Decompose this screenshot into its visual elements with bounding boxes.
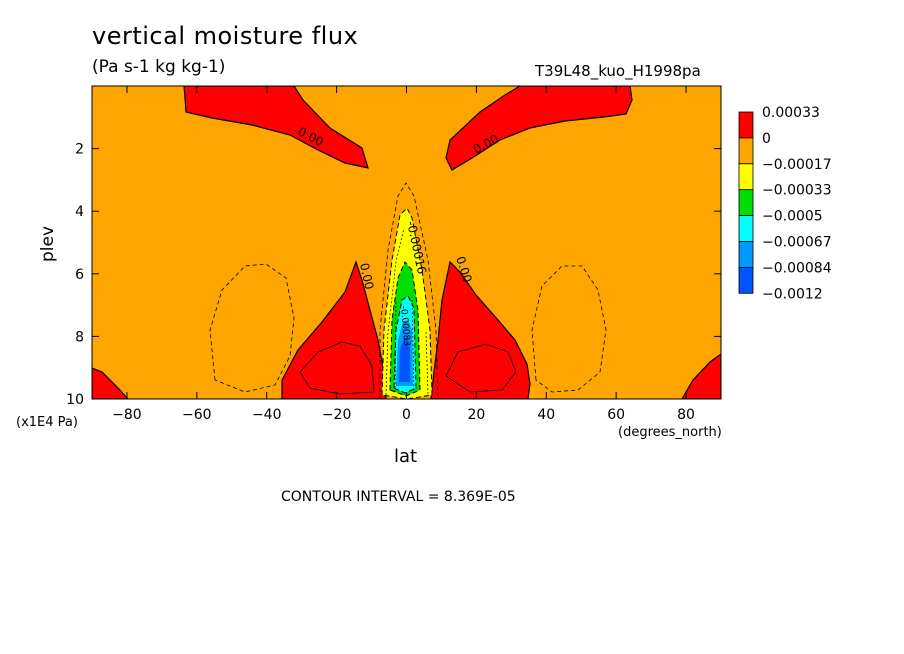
- colorbar-label: 0.00033: [762, 105, 820, 121]
- contour-label: -0.00083: [398, 305, 411, 346]
- contour-label: 0.00: [357, 262, 376, 291]
- y-tick-label: 10: [66, 392, 84, 408]
- colorbar-label: −0.00017: [762, 157, 832, 173]
- chart-title: vertical moisture flux: [92, 22, 359, 50]
- inner-contour-left: [299, 341, 375, 395]
- colorbar-swatch: [738, 163, 754, 191]
- y-axis-units: (x1E4 Pa): [16, 415, 78, 430]
- red-region-lower-right: [430, 260, 531, 399]
- run-name: T39L48_kuo_H1998pa: [535, 62, 701, 80]
- y-axis-ticks: 2 4 6 8 10: [66, 142, 721, 408]
- colorbar-label: −0.00067: [762, 235, 832, 251]
- x-tick-label: −80: [112, 407, 142, 423]
- colorbar-swatch: [738, 189, 754, 216]
- colorbar-swatch: [738, 266, 754, 294]
- chart-units: (Pa s-1 kg kg-1): [92, 57, 226, 77]
- plot-area: [92, 86, 721, 399]
- y-tick-label: 8: [75, 329, 84, 345]
- x-tick-label: 80: [677, 407, 695, 423]
- red-region-upper-right: [445, 86, 633, 171]
- colorbar-swatch: [738, 137, 754, 165]
- y-tick-label: 2: [75, 142, 84, 158]
- inner-contour-right: [445, 343, 517, 393]
- colorbar-label: −0.0005: [762, 209, 823, 225]
- red-region-lower-far-right: [681, 353, 721, 399]
- colorbar-label: −0.00084: [762, 260, 832, 276]
- x-axis-label: lat: [394, 446, 418, 467]
- x-axis-units: (degrees_north): [618, 425, 722, 440]
- colorbar-label: 0: [762, 131, 771, 147]
- x-tick-label: −40: [252, 407, 282, 423]
- x-tick-label: −20: [322, 407, 352, 423]
- red-region-upper-left: [183, 86, 369, 169]
- dashed-contour-plume-outer: [379, 182, 439, 399]
- dashed-contour-right: [531, 265, 607, 393]
- colorbar-swatch: [738, 111, 754, 139]
- y-tick-label: 6: [75, 267, 84, 283]
- dashed-contour-left: [209, 263, 295, 393]
- colorbar-swatch: [738, 241, 754, 268]
- red-region-lower-far-left: [92, 367, 129, 399]
- x-tick-label: 40: [537, 407, 555, 423]
- colorbar-label: −0.00033: [762, 183, 832, 199]
- contour-interval: CONTOUR INTERVAL = 8.369E-05: [281, 489, 516, 505]
- y-tick-label: 4: [75, 204, 84, 220]
- x-tick-label: 0: [402, 407, 411, 423]
- x-tick-label: −60: [182, 407, 212, 423]
- colorbar-swatch: [738, 215, 754, 242]
- x-tick-label: 60: [607, 407, 625, 423]
- colorbar: 0.00033 0 −0.00017 −0.00033 −0.0005 −0.00067 −…: [738, 105, 832, 302]
- x-tick-label: 20: [467, 407, 485, 423]
- colorbar-label: −0.0012: [762, 286, 823, 302]
- plume-deep-blue: [399, 338, 410, 382]
- x-axis-ticks: −80 −60 −40 −20 0 20 40 60 80: [112, 86, 695, 423]
